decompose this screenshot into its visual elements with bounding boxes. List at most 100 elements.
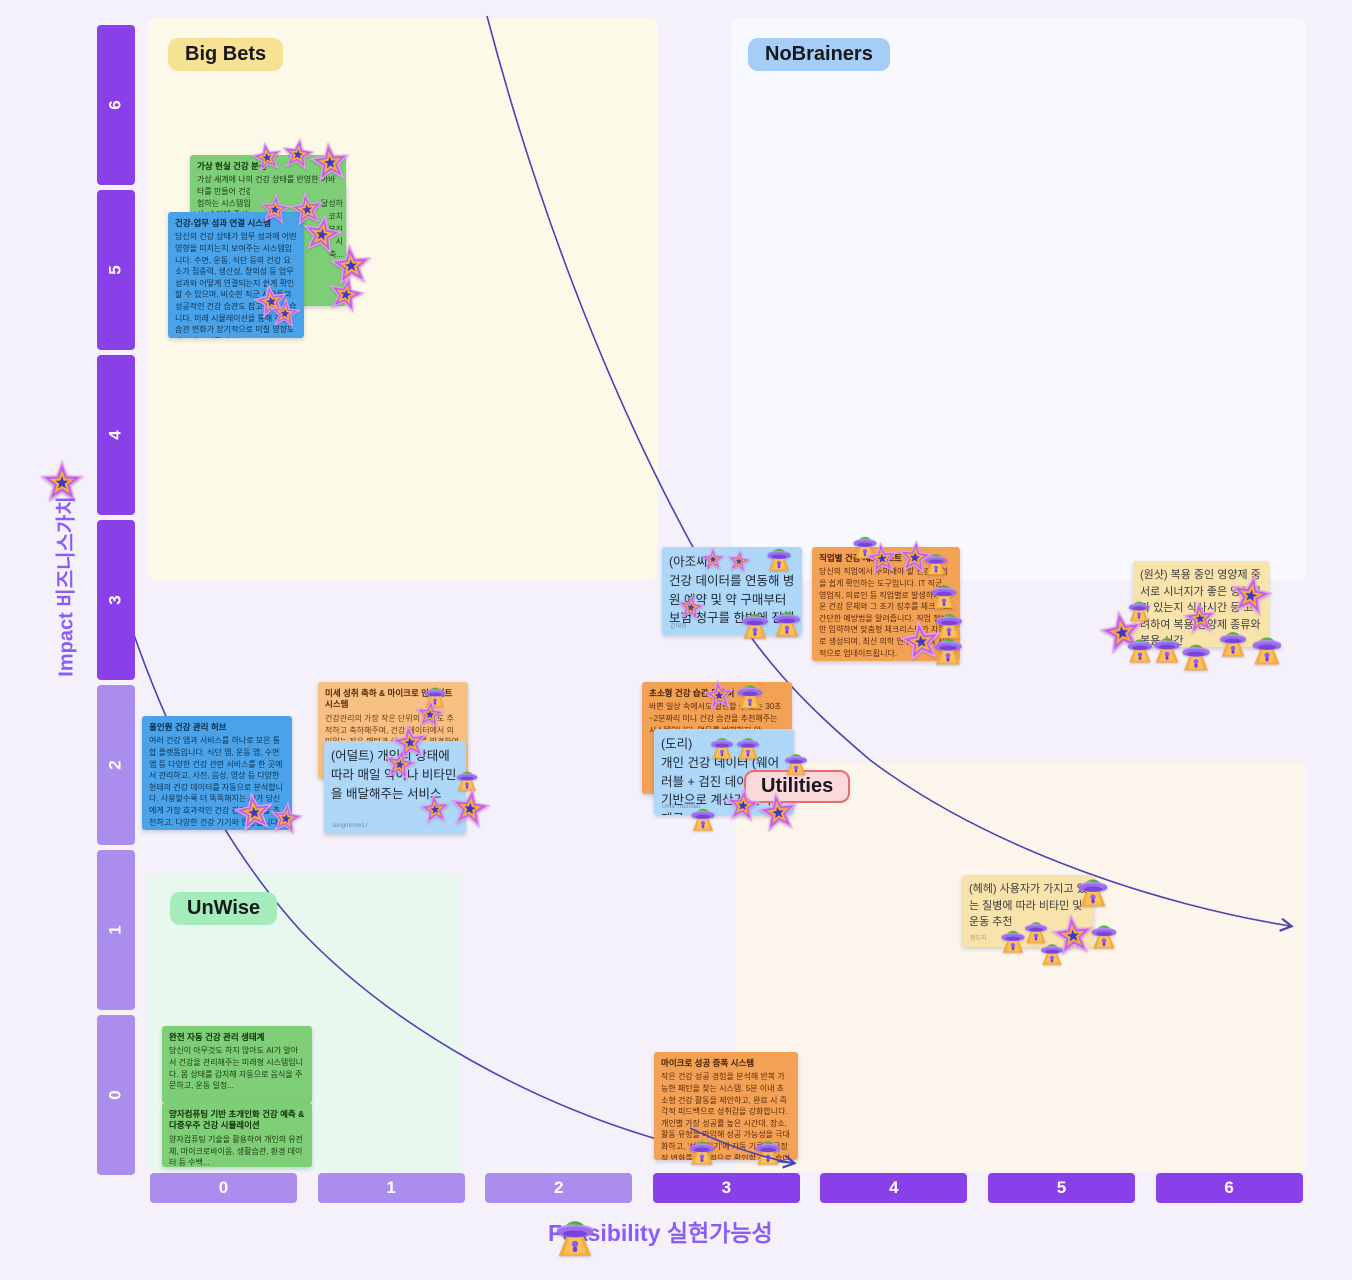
ufo-sticker[interactable]: [996, 920, 1030, 954]
x-axis-tick-1[interactable]: 1: [317, 1173, 465, 1203]
x-axis-tick-label: 6: [1224, 1178, 1234, 1197]
y-axis-tick-3[interactable]: 3: [97, 520, 135, 680]
note-title: 양자컴퓨팅 기반 초개인화 건강 예측 & 다중우주 건강 시뮬레이션: [169, 1109, 305, 1131]
ufo-sticker[interactable]: [706, 728, 738, 760]
sticky-note-adult-vitamin-delivery[interactable]: (어덜트) 개인의 상태에 따라 매일 약이나 비타민을 배달해주는 서비스 su…: [324, 741, 466, 834]
y-axis-tick-label: 2: [106, 760, 125, 770]
x-axis-tick-label: 1: [386, 1178, 396, 1197]
ufo-sticker[interactable]: [1086, 914, 1122, 950]
ufo-sticker[interactable]: [1036, 934, 1068, 966]
ufo-sticker[interactable]: [1072, 866, 1114, 908]
note-body: (도리) 개인 건강 데이터 (웨어러블 + 검진 데이터)를 기반으로 계산기…: [661, 737, 783, 815]
star-sticker[interactable]: [895, 615, 947, 667]
sticky-note-all-in-one-hub[interactable]: 올인원 건강 관리 허브 여러 건강 앱과 서비스를 하나로 모은 통합 플랫폼입…: [142, 716, 292, 830]
note-body: (어덜트) 개인의 상태에 따라 매일 약이나 비타민을 배달해주는 서비스: [331, 749, 457, 801]
ufo-sticker[interactable]: [1246, 624, 1288, 666]
y-axis-tick-label: 6: [106, 100, 125, 110]
star-sticker[interactable]: [862, 538, 902, 578]
ufo-sticker[interactable]: [750, 1130, 786, 1166]
ufo-sticker[interactable]: [928, 626, 968, 666]
ufo-sticker[interactable]: [736, 602, 774, 640]
ufo-sticker[interactable]: [1020, 912, 1052, 944]
star-sticker[interactable]: [1224, 568, 1277, 621]
star-sticker[interactable]: [700, 676, 737, 713]
ufo-sticker[interactable]: [732, 674, 768, 710]
ufo-sticker[interactable]: [1148, 626, 1186, 664]
star-sticker[interactable]: [326, 240, 376, 290]
star-sticker[interactable]: [256, 190, 293, 227]
star-sticker[interactable]: [674, 590, 708, 624]
star-sticker[interactable]: [306, 138, 354, 186]
note-body: 당신이 아무것도 하지 않아도 AI가 알아서 건강을 관리해주는 미래형 시스…: [169, 1046, 304, 1091]
ufo-sticker[interactable]: [732, 728, 764, 760]
ufo-sticker[interactable]: [920, 544, 952, 576]
x-axis-tick-4[interactable]: 4: [820, 1173, 968, 1203]
quadrant-label-unwise[interactable]: UnWise: [170, 892, 278, 925]
ufo-sticker[interactable]: [452, 762, 482, 792]
note-author: 김태희: [670, 624, 687, 630]
ufo-sticker[interactable]: [1176, 632, 1216, 672]
note-author: 청도지: [970, 936, 987, 942]
y-axis-tick-0[interactable]: 0: [97, 1015, 135, 1175]
y-axis-tick-1[interactable]: 1: [97, 850, 135, 1010]
star-sticker[interactable]: [247, 137, 286, 176]
note-title: 완전 자동 건강 관리 생태계: [169, 1032, 265, 1042]
star-sticker[interactable]: [387, 719, 432, 764]
star-sticker[interactable]: [278, 134, 319, 175]
star-sticker[interactable]: [412, 696, 447, 731]
ufo-sticker[interactable]: [768, 600, 806, 638]
y-axis-tick-5[interactable]: 5: [97, 190, 135, 350]
x-axis-tick-2[interactable]: 2: [485, 1173, 633, 1203]
x-axis-tick-0[interactable]: 0: [150, 1173, 297, 1203]
y-axis-tick-label: 4: [106, 430, 125, 440]
star-sticker[interactable]: [416, 790, 453, 827]
note-visible-fragments: 달성하 코치 본진 시 축...: [320, 199, 343, 260]
impact-axis-label: Impact 비즈니스가치: [55, 496, 78, 677]
ufo-sticker[interactable]: [686, 798, 720, 832]
note-body: (헤헤) 사용자가 가지고 있는 질병에 따라 비타민 및 운동 추천: [969, 883, 1087, 928]
ufo-sticker[interactable]: [780, 744, 812, 776]
star-sticker[interactable]: [379, 743, 421, 785]
star-sticker[interactable]: [266, 798, 307, 839]
star-sticker[interactable]: [700, 546, 726, 572]
quadrant-bg-nobrainers: [732, 18, 1306, 580]
y-axis-tick-2[interactable]: 2: [97, 685, 135, 845]
ufo-sticker[interactable]: [930, 602, 968, 640]
x-axis-tick-label: 4: [889, 1178, 899, 1197]
star-sticker[interactable]: [445, 783, 495, 833]
y-axis-tick-4[interactable]: 4: [97, 355, 135, 515]
note-title: 건강-업무 성과 연결 시스템: [175, 218, 271, 228]
star-sticker[interactable]: [286, 188, 329, 231]
quadrant-label-nobrainers[interactable]: NoBrainers: [748, 38, 890, 71]
ufo-sticker[interactable]: [1124, 592, 1154, 622]
star-sticker[interactable]: [753, 787, 803, 837]
quadrant-label-big-bets[interactable]: Big Bets: [168, 38, 284, 71]
ufo-sticker[interactable]: [1122, 628, 1158, 664]
star-sticker[interactable]: [1180, 598, 1220, 638]
note-body: 양자컴퓨팅 기술을 활용하여 개인의 유전체, 마이크로바이옴, 생활습관, 환…: [169, 1134, 304, 1167]
star-sticker[interactable]: [722, 784, 764, 826]
star-sticker[interactable]: [229, 787, 279, 837]
y-axis-tick-6[interactable]: 6: [97, 25, 135, 185]
star-sticker[interactable]: [894, 536, 936, 578]
star-sticker[interactable]: [297, 209, 348, 260]
star-sticker[interactable]: [1048, 910, 1099, 961]
note-title: 가상 현실 건강 분신: [197, 161, 267, 171]
x-axis-tick-6[interactable]: 6: [1155, 1173, 1303, 1203]
y-axis-tick-label: 1: [106, 925, 125, 935]
ufo-sticker[interactable]: [762, 538, 796, 572]
quadrant-bg-utilities: [736, 762, 1306, 1172]
star-sticker[interactable]: [267, 295, 304, 332]
note-body: (원샷) 복용 중인 영양제 중 서로 시너지가 좋은 영양제가 있는지 식사시…: [1140, 569, 1261, 647]
ufo-sticker[interactable]: [926, 574, 962, 610]
note-title: 마이크로 성공 증폭 시스템: [661, 1058, 755, 1068]
star-sticker[interactable]: [724, 546, 753, 575]
ufo-sticker[interactable]: [1214, 620, 1252, 658]
ufo-sticker[interactable]: [684, 1130, 720, 1166]
x-axis-tick-3[interactable]: 3: [652, 1173, 800, 1203]
x-axis-tick-5[interactable]: 5: [988, 1173, 1135, 1203]
star-sticker[interactable]: [322, 270, 369, 317]
